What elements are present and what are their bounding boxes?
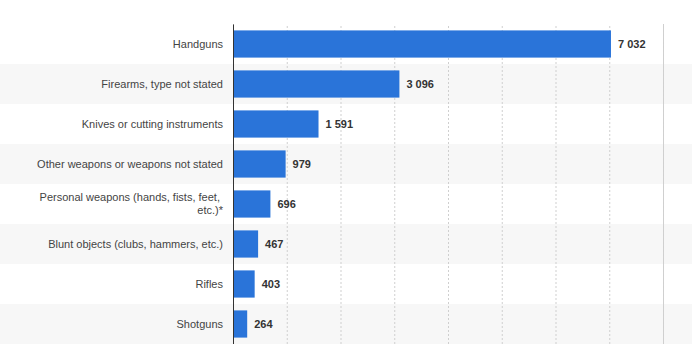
y-tick-label: Shotguns xyxy=(177,318,224,330)
y-tick-label: Firearms, type not stated xyxy=(101,78,223,90)
x-tick xyxy=(233,24,234,344)
plot: 7 032 3 096 1 591 979 696 467 403 264 Handguns Fi… xyxy=(37,24,663,344)
data-label: 403 xyxy=(262,278,280,290)
y-tick: Shotguns xyxy=(177,318,233,330)
data-label: 3 096 xyxy=(406,78,434,90)
y-tick-label: Knives or cutting instruments xyxy=(82,118,224,130)
label-line: Personal weapons (hands, fists, feet, xyxy=(40,191,223,203)
x-tick xyxy=(448,24,449,344)
bar xyxy=(233,150,286,177)
y-tick-label: Other weapons or weapons not stated xyxy=(37,158,223,170)
bars xyxy=(233,30,611,337)
grid-line xyxy=(609,24,610,344)
data-label: 7 032 xyxy=(618,38,646,50)
x-axis-line xyxy=(234,24,664,344)
bar xyxy=(233,310,247,337)
y-tick-label: Handguns xyxy=(173,38,224,50)
bar xyxy=(233,230,258,257)
y-tick-label: Personal weapons (hands, fists, feet, et… xyxy=(40,191,224,216)
row-stripe xyxy=(0,304,692,344)
row-stripe xyxy=(0,144,692,184)
bar xyxy=(233,190,270,217)
row-stripe xyxy=(0,64,692,104)
x-axis xyxy=(234,24,664,344)
grid-line xyxy=(502,24,503,344)
grid-line xyxy=(448,24,449,344)
row-stripes xyxy=(0,64,692,344)
bar xyxy=(233,30,611,57)
chart-container: 7 032 3 096 1 591 979 696 467 403 264 Handguns Fi… xyxy=(0,0,692,344)
x-tick xyxy=(556,24,557,344)
y-tick: Blunt objects (clubs, hammers, etc.) xyxy=(48,238,233,250)
y-axis-line xyxy=(233,25,234,344)
grid-line xyxy=(663,24,664,344)
y-tick: Personal weapons (hands, fists, feet, et… xyxy=(40,191,233,216)
grid-line xyxy=(233,24,234,344)
data-label: 467 xyxy=(265,238,283,250)
y-tick-label: Rifles xyxy=(195,278,223,290)
grid-line xyxy=(556,24,557,344)
data-label: 979 xyxy=(293,158,311,170)
label-line: etc.)* xyxy=(197,204,223,216)
chart: 7 032 3 096 1 591 979 696 467 403 264 Handguns Fi… xyxy=(0,0,692,344)
x-tick xyxy=(502,24,503,344)
data-labels: 7 032 3 096 1 591 979 696 467 403 264 xyxy=(254,38,645,330)
data-label: 264 xyxy=(254,318,273,330)
y-tick-label: Blunt objects (clubs, hammers, etc.) xyxy=(48,238,223,250)
bar xyxy=(233,110,319,137)
y-tick: Knives or cutting instruments xyxy=(82,118,233,130)
y-tick: Firearms, type not stated xyxy=(101,78,233,90)
y-tick: Handguns xyxy=(173,38,233,50)
x-tick xyxy=(663,24,664,344)
x-tick xyxy=(609,24,610,344)
y-tick: Rifles xyxy=(195,278,233,290)
data-label: 696 xyxy=(277,198,295,210)
y-axis: Handguns Firearms, type not stated Knives … xyxy=(37,25,233,344)
data-label: 1 591 xyxy=(326,118,354,130)
bar xyxy=(233,70,399,97)
y-tick: Other weapons or weapons not stated xyxy=(37,158,233,170)
bar xyxy=(233,270,255,297)
row-stripe xyxy=(0,224,692,264)
